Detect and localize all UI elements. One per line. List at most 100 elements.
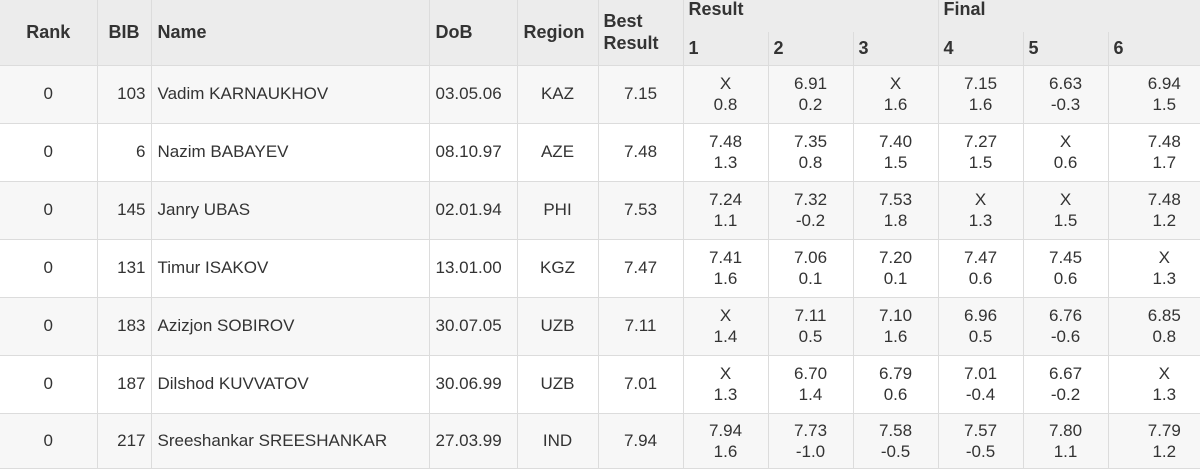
cell-attempt-5: 6.67 -0.2 (1022, 355, 1109, 414)
cell-best-result: 7.94 (597, 413, 683, 469)
attempt-mark: 6.67 (1048, 364, 1083, 383)
attempt-mark: 7.79 (1147, 420, 1181, 440)
cell-best-result: 7.48 (597, 123, 683, 182)
cell-attempt-6: 7.48 1.7 (1107, 123, 1200, 182)
attempt-mark: X (719, 306, 732, 325)
cell-dob: 27.03.99 (428, 413, 517, 469)
cell-attempt-5: X 1.5 (1022, 181, 1109, 240)
attempt-mark: X (719, 74, 732, 93)
header-rank[interactable]: Rank (0, 0, 97, 66)
cell-attempt-1: 7.48 1.3 (682, 123, 768, 182)
cell-athlete-name: Janry UBAS (150, 181, 429, 240)
cell-rank: 0 (0, 239, 97, 298)
attempt-wind: 0.5 (968, 327, 993, 346)
attempt-wind: 1.3 (713, 153, 738, 172)
cell-attempt-4: 7.57 -0.5 (937, 413, 1024, 469)
header-round-6: 6 (1107, 32, 1200, 66)
attempt-wind: 0.2 (798, 95, 823, 114)
attempt-wind: 1.8 (883, 211, 908, 230)
attempt-wind: 1.6 (713, 441, 738, 461)
attempt-mark: 7.45 (1048, 248, 1083, 267)
table-row[interactable]: 0 217 Sreeshankar SREESHANKAR 27.03.99 IND 7.… (0, 413, 1200, 469)
attempt-wind: -0.3 (1050, 95, 1081, 114)
attempt-wind: 1.7 (1152, 153, 1177, 172)
header-name[interactable]: Name (150, 0, 429, 66)
attempt-wind: 1.1 (713, 211, 738, 230)
cell-dob: 30.07.05 (428, 297, 517, 356)
cell-rank: 0 (0, 413, 97, 469)
attempt-mark: 6.76 (1048, 306, 1083, 325)
cell-attempt-6: 7.48 1.2 (1107, 181, 1200, 240)
cell-best-result: 7.11 (597, 297, 683, 356)
attempt-wind: 0.8 (713, 95, 738, 114)
cell-bib: 131 (96, 239, 151, 298)
attempt-mark: 7.06 (793, 248, 828, 267)
cell-attempt-3: 7.40 1.5 (852, 123, 939, 182)
attempt-mark: 7.53 (878, 190, 913, 209)
cell-best-result: 7.15 (597, 65, 683, 124)
header-result-group: Result (682, 0, 939, 32)
attempt-mark: X (719, 364, 732, 383)
cell-attempt-5: 7.80 1.1 (1022, 413, 1109, 469)
attempt-wind: 1.6 (883, 95, 908, 114)
attempt-wind: 1.3 (968, 211, 993, 230)
cell-rank: 0 (0, 65, 97, 124)
header-region[interactable]: Region (516, 0, 598, 66)
attempt-wind: 0.5 (798, 327, 823, 346)
cell-athlete-name: Nazim BABAYEV (150, 123, 429, 182)
cell-attempt-1: 7.41 1.6 (682, 239, 768, 298)
attempt-mark: 7.24 (708, 190, 743, 209)
attempt-mark: 7.41 (708, 248, 743, 267)
cell-bib: 145 (96, 181, 151, 240)
header-row-top: Rank BIB Name DoB Region Best Result Res… (0, 0, 1200, 66)
attempt-wind: 1.1 (1053, 441, 1078, 461)
table-row[interactable]: 0 103 Vadim KARNAUKHOV 03.05.06 KAZ 7.15 X 0.8 6… (0, 65, 1200, 124)
header-round-3: 3 (852, 32, 939, 66)
header-dob[interactable]: DoB (428, 0, 517, 66)
attempt-mark: 7.01 (963, 364, 998, 383)
attempt-wind: -0.2 (1050, 385, 1081, 404)
cell-region: IND (516, 413, 598, 469)
attempt-mark: 6.91 (793, 74, 828, 93)
cell-dob: 02.01.94 (428, 181, 517, 240)
table-row[interactable]: 0 6 Nazim BABAYEV 08.10.97 AZE 7.48 7.48 1.3 7.3… (0, 123, 1200, 182)
cell-athlete-name: Vadim KARNAUKHOV (150, 65, 429, 124)
cell-region: KGZ (516, 239, 598, 298)
cell-dob: 30.06.99 (428, 355, 517, 414)
header-best-result[interactable]: Best Result (597, 0, 683, 66)
attempt-wind: 1.2 (1152, 211, 1177, 230)
header-round-2: 2 (767, 32, 853, 66)
attempt-mark: 7.57 (963, 420, 998, 440)
attempt-mark: 7.48 (1147, 132, 1181, 151)
cell-attempt-6: 6.94 1.5 (1107, 65, 1200, 124)
attempt-mark: 7.73 (793, 420, 828, 440)
cell-athlete-name: Sreeshankar SREESHANKAR (150, 413, 429, 469)
attempt-mark: 6.79 (878, 364, 913, 383)
cell-attempt-2: 7.11 0.5 (767, 297, 853, 356)
table-row[interactable]: 0 183 Azizjon SOBIROV 30.07.05 UZB 7.11 X 1.4 7.… (0, 297, 1200, 356)
cell-attempt-1: X 1.4 (682, 297, 768, 356)
attempt-mark: X (974, 190, 987, 209)
table-row[interactable]: 0 131 Timur ISAKOV 13.01.00 KGZ 7.47 7.41 1.6 7.… (0, 239, 1200, 298)
attempt-mark: X (1158, 364, 1170, 383)
cell-athlete-name: Dilshod KUVVATOV (150, 355, 429, 414)
cell-rank: 0 (0, 297, 97, 356)
cell-athlete-name: Timur ISAKOV (150, 239, 429, 298)
cell-best-result: 7.01 (597, 355, 683, 414)
cell-bib: 103 (96, 65, 151, 124)
attempt-wind: 0.6 (1053, 269, 1078, 288)
attempt-wind: -0.4 (965, 385, 996, 404)
attempt-wind: 1.5 (1152, 95, 1177, 114)
header-bib[interactable]: BIB (96, 0, 151, 66)
cell-attempt-3: X 1.6 (852, 65, 939, 124)
cell-attempt-4: 7.27 1.5 (937, 123, 1024, 182)
table-row[interactable]: 0 145 Janry UBAS 02.01.94 PHI 7.53 7.24 1.1 7.32… (0, 181, 1200, 240)
cell-bib: 187 (96, 355, 151, 414)
table-row[interactable]: 0 187 Dilshod KUVVATOV 30.06.99 UZB 7.01 X 1.3 6… (0, 355, 1200, 414)
attempt-wind: 1.5 (883, 153, 908, 172)
attempt-mark: 7.94 (708, 420, 743, 440)
attempt-mark: X (1059, 132, 1072, 151)
attempt-wind: 1.3 (1152, 269, 1177, 288)
attempt-mark: 7.48 (1147, 190, 1181, 209)
cell-dob: 13.01.00 (428, 239, 517, 298)
